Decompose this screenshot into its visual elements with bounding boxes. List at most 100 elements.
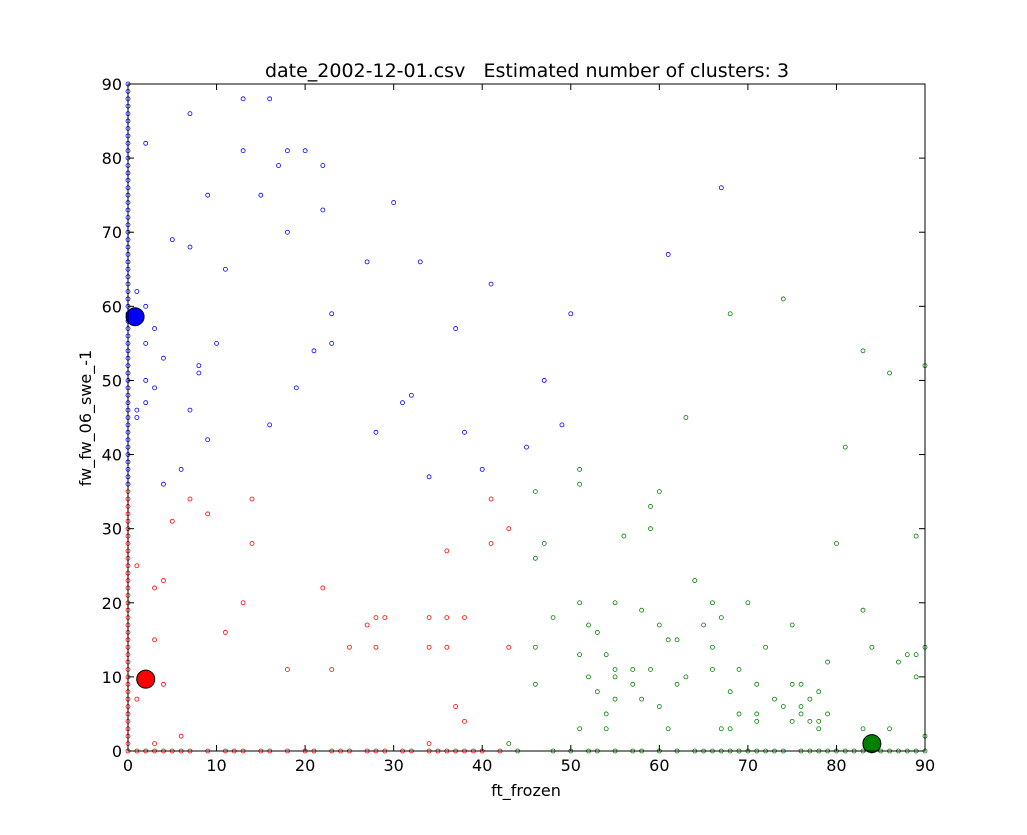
data-point [293,385,299,391]
data-point [488,496,494,502]
data-point [656,489,662,495]
data-point [187,111,193,117]
data-point [506,741,512,746]
data-point [284,667,290,672]
data-point [780,296,786,302]
data-point [346,644,352,650]
data-point [205,511,211,517]
data-point [444,615,450,620]
data-point [816,726,822,732]
plot-frame [127,83,926,752]
x-tick-label: 60 [649,756,669,775]
x-tick-label: 0 [123,756,133,775]
data-point [462,429,467,435]
data-point [860,348,866,354]
data-point [532,644,538,650]
data-point [612,600,618,606]
data-point [143,400,149,406]
data-point [736,667,742,672]
data-point [727,311,733,317]
data-point [798,681,804,687]
data-point [205,192,211,198]
data-point [178,733,184,739]
data-point [798,711,804,717]
data-point [665,726,671,732]
data-point [665,252,671,257]
data-point [532,489,538,495]
data-point [541,378,547,383]
y-tick-label: 30 [102,520,122,539]
data-point [214,340,219,346]
y-tick-label: 50 [102,371,122,390]
data-point [267,96,273,102]
data-point [630,667,636,672]
y-tick-label: 20 [102,594,122,613]
data-point [152,637,157,643]
y-tick-label: 10 [102,668,122,687]
data-point [223,266,228,272]
data-point [718,726,724,732]
x-tick-label: 90 [915,756,935,775]
x-tick-label: 70 [738,756,758,775]
data-point [205,437,211,443]
data-point [603,652,609,658]
y-tick-label: 40 [102,446,122,465]
data-point [187,407,193,413]
data-point [161,681,166,687]
x-tick-label: 30 [383,756,403,775]
data-point [665,637,671,643]
data-point [532,555,538,561]
x-axis-label: ft_frozen [491,781,561,801]
data-point [869,644,875,650]
data-point [152,585,157,591]
data-point [143,378,149,383]
data-point [479,466,485,472]
data-point [541,541,547,546]
cluster-3-points [506,296,928,754]
data-point [550,615,556,620]
data-point [134,407,140,413]
data-point [320,207,326,213]
data-point [763,644,768,650]
data-point [816,718,822,724]
data-point [648,667,653,672]
y-tick-label: 70 [102,223,122,242]
data-point [240,96,246,102]
data-point [258,192,264,198]
data-point [630,681,636,687]
data-point [710,600,715,606]
chart-title: date_2002-12-01.csv Estimated number of … [265,60,789,82]
cluster-3-center [862,734,882,754]
data-point [426,644,432,650]
data-point [134,289,140,294]
data-point [834,541,839,546]
y-tick-label: 80 [102,149,122,168]
data-point [161,481,166,487]
data-point [169,237,175,243]
data-point [586,622,591,628]
data-point [329,667,335,672]
data-point [152,326,157,331]
data-point [807,696,813,702]
x-tick-label: 40 [472,756,492,775]
data-point [913,674,919,680]
data-point [152,385,157,391]
data-point [240,600,246,606]
plot-area [125,81,928,754]
data-point [373,429,379,435]
data-point [586,674,591,680]
y-tick-label: 90 [102,75,122,94]
data-point [143,340,149,346]
data-point [329,340,335,346]
data-point [789,622,795,628]
data-point [639,696,645,702]
data-point [426,615,432,620]
data-point [373,644,379,650]
data-point [577,600,583,606]
data-point [754,681,760,687]
data-point [223,630,228,635]
data-point [249,541,255,546]
data-point [913,533,919,539]
data-point [506,644,512,650]
